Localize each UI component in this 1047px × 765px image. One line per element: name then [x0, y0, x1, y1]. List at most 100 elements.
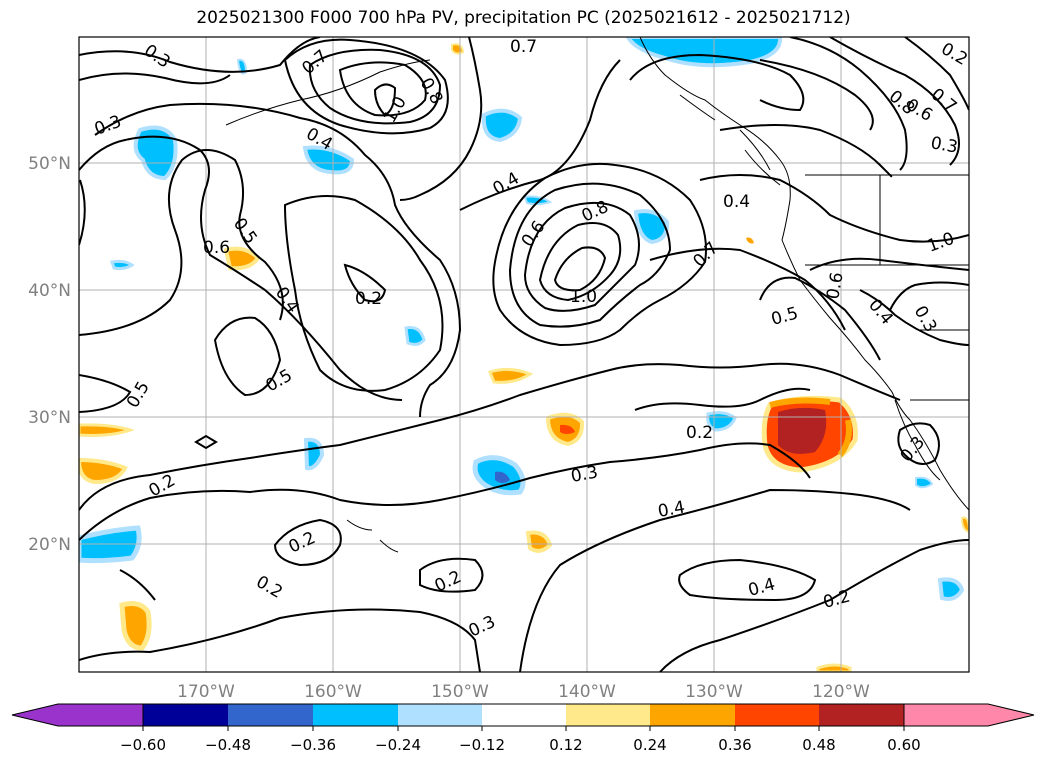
colorbar-bin [735, 704, 819, 726]
colorbar-tick-label: 0.36 [718, 736, 751, 754]
border-mex [910, 329, 969, 401]
contour-11 [283, 38, 449, 135]
shade-f-core [495, 471, 510, 483]
shade-t [525, 530, 553, 553]
contour-37 [699, 174, 969, 243]
shade-x [746, 237, 754, 244]
map-title: 2025021300 F000 700 hPa PV, precipitatio… [196, 8, 851, 28]
colorbar-bin [819, 704, 904, 726]
lon-label-120w: 120°W [812, 682, 870, 702]
colorbar-bin [482, 704, 566, 726]
colorbar-tick-label: 0.12 [549, 736, 582, 754]
contour-41 [859, 289, 969, 346]
lon-label-160w: 160°W [304, 682, 362, 702]
lon-label-150w: 150°W [431, 682, 489, 702]
clabel: 0.6 [203, 238, 230, 258]
coast-hawaii [346, 519, 399, 553]
colorbar-tick-label: −0.36 [290, 736, 336, 754]
colorbar-bin [228, 704, 313, 726]
contour-36 [719, 124, 893, 178]
contour-43 [897, 422, 940, 465]
shade-m [915, 476, 934, 489]
clabel: 0.2 [355, 289, 382, 309]
clabel: 0.3 [929, 133, 959, 157]
contour-20 [273, 518, 342, 567]
contour-28 [538, 222, 622, 302]
map-panel [79, 37, 969, 672]
contour-10 [343, 263, 387, 303]
contour-16 [459, 59, 621, 211]
contour-14 [373, 83, 397, 117]
contour-15 [399, 37, 483, 201]
shade-q [79, 423, 135, 437]
clabel: 0.4 [656, 498, 686, 522]
contour-25 [634, 387, 811, 411]
contour-9 [283, 195, 444, 392]
shade-l [523, 195, 553, 206]
shade-c [633, 209, 670, 245]
contour-29 [553, 246, 607, 292]
colorbar: −0.60 −0.48 −0.36 −0.24 −0.12 0.12 0.24 … [11, 703, 1035, 754]
contour-6 [79, 149, 284, 336]
contour-1 [79, 37, 321, 73]
colorbar-bin [398, 704, 482, 726]
contour-17 [79, 362, 901, 511]
contour-34 [904, 37, 969, 111]
colorbar-tick-label: −0.24 [375, 736, 421, 754]
lat-label-30n: 30°N [28, 408, 71, 428]
shade-j [110, 259, 135, 271]
contour-12 [308, 48, 442, 125]
shade-w [960, 516, 969, 534]
contour-27 [523, 201, 640, 312]
shade-nw [133, 125, 178, 181]
contour-32 [789, 37, 908, 171]
contour-38 [759, 276, 881, 361]
colorbar-tick-labels: −0.60 −0.48 −0.36 −0.24 −0.12 0.12 0.24 … [120, 736, 921, 754]
colorbar-tick-label: 0.48 [802, 736, 835, 754]
coast-islands [679, 94, 781, 186]
contour-42 [889, 281, 969, 311]
coast-baja [894, 399, 941, 481]
shade-r [119, 601, 152, 651]
contour-22 [519, 488, 911, 672]
clabel: 0.7 [510, 37, 537, 57]
shade-v [816, 663, 852, 672]
contour-40 [649, 247, 846, 331]
shade-b [481, 108, 523, 143]
colorbar-extend-low [11, 703, 144, 727]
contour-19 [79, 608, 481, 672]
contour-31 [629, 53, 805, 112]
lat-label-50n: 50°N [28, 154, 71, 174]
contour-4 [79, 135, 403, 401]
contour-44 [119, 569, 156, 601]
clabel: 0.2 [686, 423, 713, 443]
colorbar-bin [143, 704, 228, 726]
contour-26 [508, 182, 672, 328]
shade-s [487, 367, 534, 384]
colorbar-tick-label: 0.24 [633, 736, 666, 754]
lon-label-130w: 130°W [685, 682, 743, 702]
contour-13 [338, 61, 427, 117]
map-frame [78, 36, 970, 673]
shade-a [302, 145, 355, 175]
shade-big-positive-core [778, 407, 827, 454]
clabel: 0.6 [823, 271, 847, 301]
colorbar-tick-label: −0.48 [205, 736, 251, 754]
pv-contours [79, 37, 969, 672]
lon-label-170w: 170°W [177, 682, 235, 702]
colorbar-tick-label: −0.60 [120, 736, 166, 754]
shade-i [937, 577, 965, 601]
clabel: 0.4 [723, 192, 750, 212]
colorbar-bin [566, 704, 650, 726]
contour-8 [213, 316, 282, 397]
colorbar-outline [142, 703, 905, 727]
contour-3 [94, 102, 462, 418]
colorbar-bin [650, 704, 735, 726]
clabel: 0.3 [569, 463, 599, 487]
shade-d [404, 326, 426, 346]
clabel: 1.0 [570, 287, 597, 307]
lat-label-40n: 40°N [28, 281, 71, 301]
shade-o [223, 246, 261, 271]
lon-label-140w: 140°W [558, 682, 616, 702]
